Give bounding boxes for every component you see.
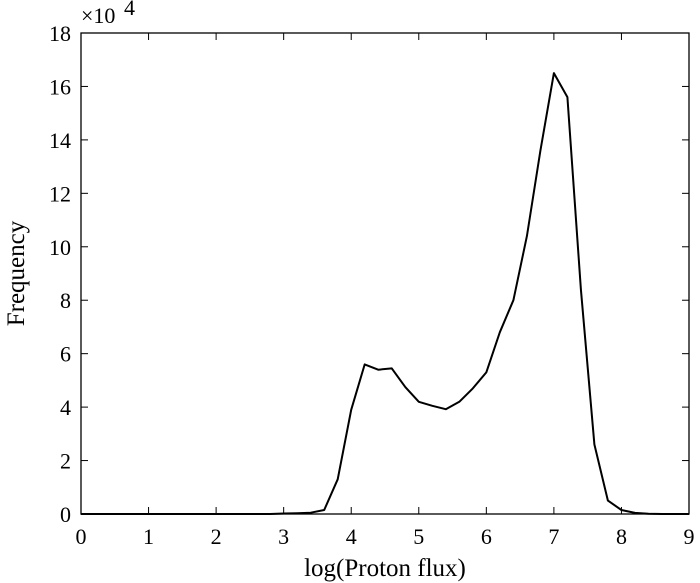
x-tick-label: 7 (548, 524, 559, 549)
y-multiplier-label: ×10 (81, 3, 115, 28)
x-tick-label: 1 (143, 524, 154, 549)
y-tick-label: 16 (49, 74, 71, 99)
x-tick-label: 9 (684, 524, 695, 549)
y-axis-label: Frequency (3, 220, 30, 326)
y-tick-label: 10 (49, 235, 71, 260)
y-tick-label: 14 (49, 128, 71, 153)
y-tick-label: 18 (49, 21, 71, 46)
series-group (81, 72, 689, 515)
y-tick-label: 2 (60, 449, 71, 474)
x-tick-label: 6 (481, 524, 492, 549)
x-tick-label: 8 (616, 524, 627, 549)
y-multiplier-exponent: 4 (124, 0, 135, 20)
x-tick-label: 3 (278, 524, 289, 549)
y-tick-label: 0 (60, 502, 71, 527)
y-tick-label: 12 (49, 181, 71, 206)
x-tick-label: 4 (346, 524, 357, 549)
x-axis-label: log(Proton flux) (304, 555, 466, 582)
x-tick-label: 0 (76, 524, 87, 549)
y-tick-label: 4 (60, 395, 71, 420)
y-tick-label: 8 (60, 288, 71, 313)
x-tick-label: 2 (211, 524, 222, 549)
series-line (81, 72, 689, 515)
plot-frame (80, 32, 690, 515)
x-axis-ticks: 0 1 2 3 4 5 6 7 8 9 (76, 33, 695, 549)
x-tick-label: 5 (413, 524, 424, 549)
y-tick-label: 6 (60, 342, 71, 367)
y-axis-ticks: 0 2 4 6 8 10 12 14 16 18 (49, 21, 689, 527)
